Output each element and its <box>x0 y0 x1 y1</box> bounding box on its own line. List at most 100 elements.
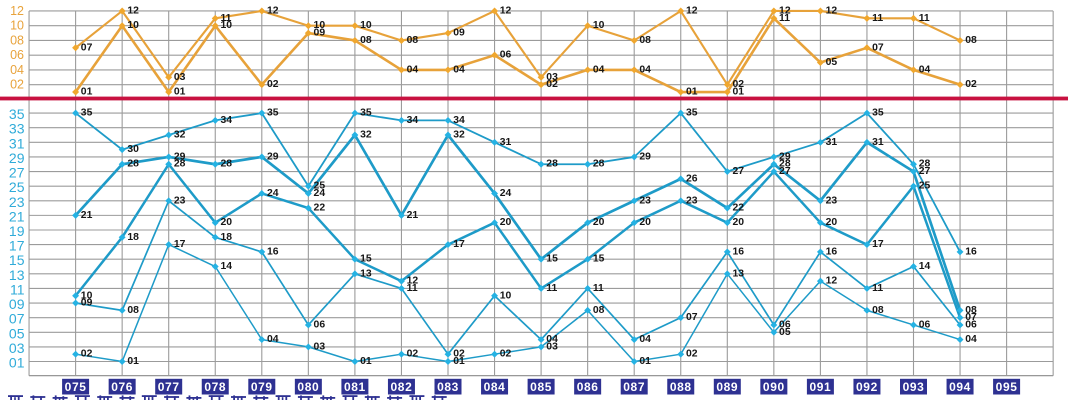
svg-text:03: 03 <box>9 340 25 356</box>
svg-text:11: 11 <box>220 13 231 24</box>
svg-text:22: 22 <box>314 203 326 214</box>
svg-text:079: 079 <box>251 380 273 394</box>
svg-text:05: 05 <box>779 327 791 338</box>
svg-text:07: 07 <box>81 42 93 53</box>
svg-text:087: 087 <box>623 380 645 394</box>
svg-text:27: 27 <box>9 165 25 181</box>
svg-text:34: 34 <box>407 115 419 126</box>
svg-text:31: 31 <box>9 135 25 151</box>
svg-text:10: 10 <box>360 20 372 31</box>
svg-text:08: 08 <box>593 305 605 316</box>
svg-text:21: 21 <box>9 208 25 224</box>
svg-text:06: 06 <box>500 50 512 61</box>
svg-text:080: 080 <box>297 380 319 394</box>
svg-text:12: 12 <box>407 276 419 287</box>
svg-text:04: 04 <box>965 334 977 345</box>
svg-text:08: 08 <box>965 305 977 316</box>
svg-text:16: 16 <box>965 246 977 257</box>
svg-text:13: 13 <box>360 268 372 279</box>
svg-text:19: 19 <box>9 223 25 239</box>
svg-text:11: 11 <box>919 13 930 24</box>
svg-text:01: 01 <box>360 356 372 367</box>
svg-text:12: 12 <box>826 5 838 16</box>
svg-text:23: 23 <box>9 194 25 210</box>
svg-text:02: 02 <box>686 349 698 360</box>
svg-text:28: 28 <box>593 159 605 170</box>
svg-text:27: 27 <box>733 166 745 177</box>
svg-text:35: 35 <box>81 108 93 119</box>
svg-text:02: 02 <box>407 349 419 360</box>
svg-text:04: 04 <box>10 63 24 77</box>
svg-text:02: 02 <box>965 79 977 90</box>
svg-text:28: 28 <box>919 159 931 170</box>
svg-text:20: 20 <box>220 217 232 228</box>
svg-text:17: 17 <box>9 238 25 254</box>
svg-text:32: 32 <box>174 130 186 141</box>
svg-text:01: 01 <box>453 356 465 367</box>
svg-text:29: 29 <box>174 151 186 162</box>
svg-text:15: 15 <box>360 254 372 265</box>
svg-text:20: 20 <box>500 217 512 228</box>
svg-text:01: 01 <box>686 87 698 98</box>
svg-text:07: 07 <box>965 312 977 323</box>
svg-text:35: 35 <box>9 106 25 122</box>
svg-text:14: 14 <box>220 261 232 272</box>
svg-text:11: 11 <box>872 13 883 24</box>
svg-text:08: 08 <box>360 35 372 46</box>
svg-text:32: 32 <box>453 130 465 141</box>
svg-text:01: 01 <box>127 356 139 367</box>
svg-text:33: 33 <box>9 121 25 137</box>
svg-text:28: 28 <box>127 159 139 170</box>
svg-text:16: 16 <box>826 246 838 257</box>
svg-text:29: 29 <box>9 150 25 166</box>
svg-text:07: 07 <box>872 42 884 53</box>
svg-text:28: 28 <box>546 159 558 170</box>
svg-text:07: 07 <box>686 312 698 323</box>
svg-text:12: 12 <box>686 5 698 16</box>
svg-text:10: 10 <box>127 20 139 31</box>
svg-text:35: 35 <box>267 108 279 119</box>
svg-text:35: 35 <box>872 108 884 119</box>
svg-text:20: 20 <box>593 217 605 228</box>
svg-text:04: 04 <box>546 334 558 345</box>
svg-text:17: 17 <box>872 239 884 250</box>
svg-text:01: 01 <box>639 356 651 367</box>
svg-text:29: 29 <box>779 151 791 162</box>
svg-text:11: 11 <box>872 283 883 294</box>
svg-text:24: 24 <box>314 188 326 199</box>
svg-text:28: 28 <box>779 159 791 170</box>
svg-text:093: 093 <box>903 380 925 394</box>
svg-text:075: 075 <box>65 380 87 394</box>
svg-text:08: 08 <box>965 35 977 46</box>
svg-text:091: 091 <box>809 380 831 394</box>
svg-text:076: 076 <box>111 380 133 394</box>
svg-text:11: 11 <box>779 13 790 24</box>
svg-text:08: 08 <box>127 305 139 316</box>
svg-text:18: 18 <box>127 232 139 243</box>
svg-text:12: 12 <box>500 5 512 16</box>
svg-text:03: 03 <box>546 72 558 83</box>
svg-text:01: 01 <box>174 87 186 98</box>
svg-text:082: 082 <box>391 380 413 394</box>
svg-text:27: 27 <box>919 166 931 177</box>
svg-text:05: 05 <box>826 57 838 68</box>
svg-text:02: 02 <box>10 78 24 92</box>
svg-text:22: 22 <box>733 203 745 214</box>
svg-text:24: 24 <box>500 188 512 199</box>
svg-text:17: 17 <box>174 239 186 250</box>
svg-text:21: 21 <box>81 210 93 221</box>
svg-text:31: 31 <box>872 137 884 148</box>
svg-text:09: 09 <box>453 28 465 39</box>
svg-text:25: 25 <box>919 181 931 192</box>
svg-text:06: 06 <box>919 319 931 330</box>
svg-text:18: 18 <box>220 232 232 243</box>
svg-text:10: 10 <box>500 290 512 301</box>
svg-text:04: 04 <box>453 64 465 75</box>
svg-text:078: 078 <box>204 380 226 394</box>
svg-text:12: 12 <box>826 276 838 287</box>
svg-text:02: 02 <box>733 79 745 90</box>
svg-text:086: 086 <box>577 380 599 394</box>
svg-text:27: 27 <box>779 166 791 177</box>
svg-text:35: 35 <box>686 108 698 119</box>
svg-text:23: 23 <box>174 195 186 206</box>
